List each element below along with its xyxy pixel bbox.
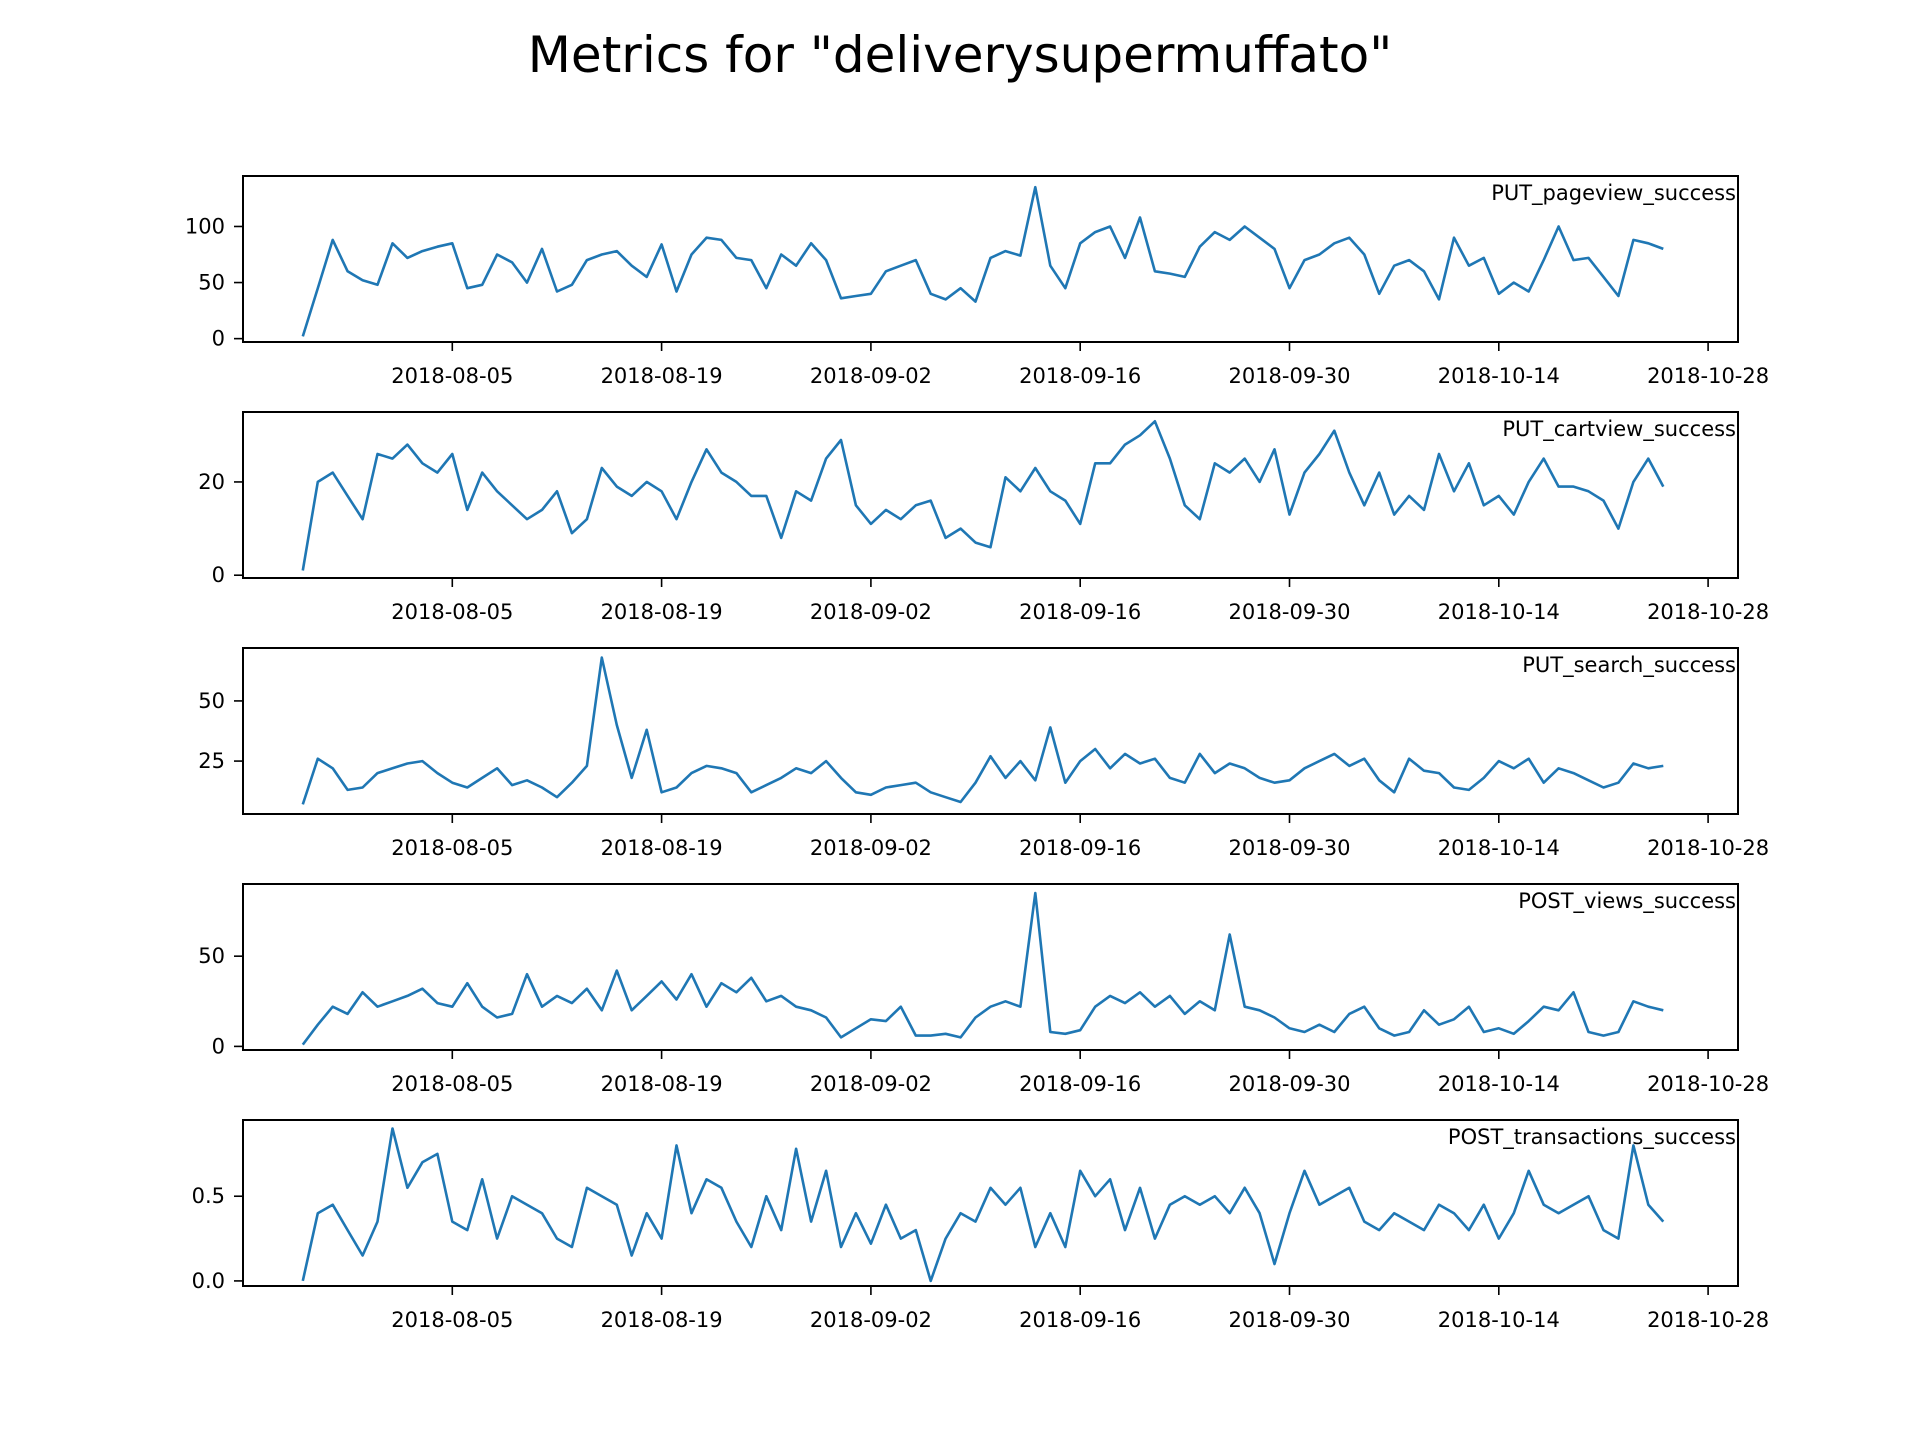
axes-frame <box>242 1119 1739 1287</box>
panel-label: POST_views_success <box>1518 889 1736 914</box>
x-tick-label: 2018-09-16 <box>1019 364 1141 388</box>
panel-2: 2018-08-05 2018-08-19 2018-09-02 2018-09-16… <box>198 411 1769 624</box>
panel-5: 2018-08-05 2018-08-19 2018-09-02 2018-09-16… <box>192 1119 1769 1332</box>
y-tick-label: 20 <box>198 470 225 494</box>
series-line <box>301 185 1664 337</box>
y-tick-label: 25 <box>198 749 225 773</box>
axes-frame <box>242 175 1739 343</box>
x-tick-label: 2018-10-28 <box>1647 1072 1769 1096</box>
series-line <box>301 656 1664 805</box>
x-tick-label: 2018-10-14 <box>1438 836 1560 860</box>
x-tick-label: 2018-09-02 <box>810 1072 932 1096</box>
y-tick-label: 100 <box>185 214 225 238</box>
panel-4: 2018-08-05 2018-08-19 2018-09-02 2018-09-16… <box>198 883 1769 1096</box>
y-tick-label: 0.0 <box>192 1269 225 1293</box>
panel-label: PUT_pageview_success <box>1491 181 1736 206</box>
x-tick-label: 2018-08-05 <box>391 1072 513 1096</box>
x-tick-label: 2018-10-28 <box>1647 600 1769 624</box>
x-tick-label: 2018-10-14 <box>1438 1308 1560 1332</box>
x-tick-label: 2018-10-14 <box>1438 364 1560 388</box>
y-tick-label: 0 <box>212 327 225 351</box>
x-tick-label: 2018-09-02 <box>810 1308 932 1332</box>
y-tick-label: 0.5 <box>192 1184 225 1208</box>
figure-title: Metrics for "deliverysupermuffato" <box>528 26 1392 84</box>
axes-frame <box>242 411 1739 579</box>
x-tick-label: 2018-09-16 <box>1019 1072 1141 1096</box>
y-tick-label: 0 <box>212 1034 225 1058</box>
x-tick-label: 2018-09-30 <box>1228 364 1350 388</box>
x-tick-label: 2018-08-05 <box>391 1308 513 1332</box>
panel-3: 2018-08-05 2018-08-19 2018-09-02 2018-09-16… <box>198 647 1769 860</box>
x-tick-label: 2018-09-16 <box>1019 600 1141 624</box>
x-tick-label: 2018-08-05 <box>391 364 513 388</box>
panel-label: PUT_cartview_success <box>1502 417 1736 442</box>
axes-frame <box>242 883 1739 1051</box>
x-tick-label: 2018-08-19 <box>601 600 723 624</box>
x-tick-label: 2018-08-19 <box>601 836 723 860</box>
panel-label: POST_transactions_success <box>1448 1125 1736 1150</box>
x-tick-label: 2018-08-19 <box>601 364 723 388</box>
x-tick-label: 2018-10-28 <box>1647 836 1769 860</box>
x-tick-label: 2018-08-05 <box>391 836 513 860</box>
x-tick-label: 2018-10-14 <box>1438 600 1560 624</box>
y-tick-label: 50 <box>198 271 225 295</box>
x-tick-label: 2018-10-14 <box>1438 1072 1560 1096</box>
x-tick-label: 2018-09-02 <box>810 364 932 388</box>
x-tick-label: 2018-09-02 <box>810 836 932 860</box>
y-tick-label: 50 <box>198 689 225 713</box>
x-tick-label: 2018-08-19 <box>601 1072 723 1096</box>
y-tick-label: 50 <box>198 944 225 968</box>
panels: 2018-08-05 2018-08-19 2018-09-02 2018-09-16… <box>185 175 1769 1332</box>
x-tick-label: 2018-08-05 <box>391 600 513 624</box>
x-tick-label: 2018-09-30 <box>1228 1308 1350 1332</box>
panel-label: PUT_search_success <box>1522 653 1736 678</box>
panel-1: 2018-08-05 2018-08-19 2018-09-02 2018-09-16… <box>185 175 1769 388</box>
x-tick-label: 2018-09-30 <box>1228 600 1350 624</box>
y-tick-label: 0 <box>212 563 225 587</box>
series-line <box>301 891 1664 1046</box>
x-tick-label: 2018-09-02 <box>810 600 932 624</box>
x-tick-label: 2018-10-28 <box>1647 364 1769 388</box>
x-tick-label: 2018-09-16 <box>1019 836 1141 860</box>
x-tick-label: 2018-09-30 <box>1228 1072 1350 1096</box>
series-line <box>301 419 1665 571</box>
axes-frame <box>242 647 1739 815</box>
x-tick-label: 2018-09-16 <box>1019 1308 1141 1332</box>
x-tick-label: 2018-10-28 <box>1647 1308 1769 1332</box>
x-tick-label: 2018-09-30 <box>1228 836 1350 860</box>
series-line <box>301 1127 1665 1283</box>
x-tick-label: 2018-08-19 <box>601 1308 723 1332</box>
